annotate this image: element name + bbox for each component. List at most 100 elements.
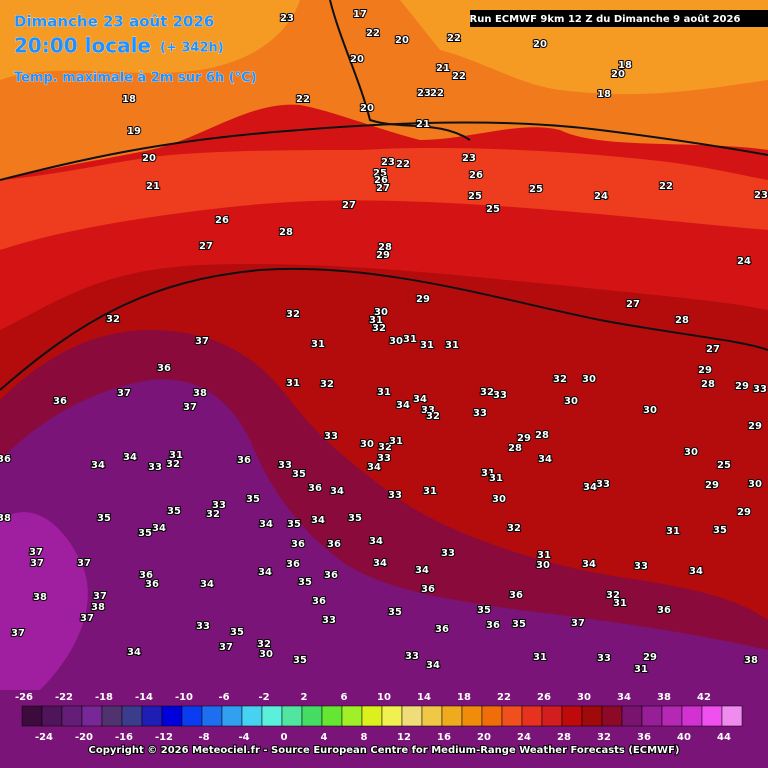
temperature-label: 26: [215, 215, 229, 226]
temperature-label: 21: [146, 181, 160, 192]
temperature-label: 31: [311, 339, 325, 350]
temperature-label: 22: [452, 71, 466, 82]
legend-tick: 16: [437, 732, 451, 743]
legend-tick: 34: [617, 692, 631, 703]
color-swatch: [521, 705, 543, 727]
temperature-label: 21: [416, 119, 430, 130]
legend-tick: -4: [238, 732, 249, 743]
color-scale: [21, 705, 743, 727]
coastline: [329, 0, 471, 141]
legend-tick: -14: [135, 692, 153, 703]
temperature-label: 31: [369, 315, 383, 326]
temperature-label: 29: [376, 250, 390, 261]
temperature-label: 36: [657, 605, 671, 616]
color-swatch: [421, 705, 443, 727]
temperature-label: 27: [342, 200, 356, 211]
temperature-label: 27: [626, 299, 640, 310]
temperature-label: 24: [737, 256, 751, 267]
temperature-label: 33: [753, 384, 767, 395]
color-swatch: [341, 705, 363, 727]
temperature-label: 35: [477, 605, 491, 616]
temperature-label: 34: [259, 519, 273, 530]
temperature-label: 36: [145, 579, 159, 590]
temperature-label: 24: [594, 191, 608, 202]
temperature-label: 35: [167, 506, 181, 517]
temperature-label: 34: [689, 566, 703, 577]
color-swatch: [481, 705, 503, 727]
temperature-label: 30: [389, 336, 403, 347]
legend-tick: -18: [95, 692, 113, 703]
color-swatch: [81, 705, 103, 727]
temperature-label: 31: [445, 340, 459, 351]
color-swatch: [441, 705, 463, 727]
temperature-label: 20: [360, 103, 374, 114]
color-swatch: [701, 705, 723, 727]
temperature-label: 32: [320, 379, 334, 390]
temperature-label: 34: [373, 558, 387, 569]
temperature-label: 25: [373, 168, 387, 179]
temperature-label: 22: [659, 181, 673, 192]
temperature-label: 31: [533, 652, 547, 663]
legend-tick: -24: [35, 732, 53, 743]
temperature-label: 31: [377, 387, 391, 398]
color-swatch: [41, 705, 63, 727]
temperature-label: 34: [538, 454, 552, 465]
run-box: [470, 10, 768, 27]
temperature-label: 31: [634, 664, 648, 675]
copyright: Copyright © 2026 Meteociel.fr - Source E…: [89, 745, 680, 756]
temperature-label: 29: [705, 480, 719, 491]
temperature-label: 32: [378, 442, 392, 453]
temperature-label: 25: [717, 460, 731, 471]
color-swatch: [681, 705, 703, 727]
legend-tick: -12: [155, 732, 173, 743]
temperature-label: 28: [279, 227, 293, 238]
temperature-label: 31: [481, 468, 495, 479]
temperature-label: 20: [533, 39, 547, 50]
temperature-label: 37: [29, 547, 43, 558]
temperature-label: 32: [106, 314, 120, 325]
temperature-label: 37: [571, 618, 585, 629]
temperature-label: 37: [80, 613, 94, 624]
temperature-label: 35: [292, 469, 306, 480]
temperature-label: 27: [199, 241, 213, 252]
temperature-label: 22: [430, 88, 444, 99]
legend-tick: 8: [361, 732, 368, 743]
legend-tick: 28: [557, 732, 571, 743]
temperature-label: 37: [219, 642, 233, 653]
temperature-label: 35: [246, 494, 260, 505]
temperature-label: 30: [536, 560, 550, 571]
temperature-label: 38: [33, 592, 47, 603]
temperature-label: 33: [148, 462, 162, 473]
isotherm: [0, 121, 768, 181]
temperature-label: 18: [618, 60, 632, 71]
legend-tick: -10: [175, 692, 193, 703]
legend-tick: 2: [301, 692, 308, 703]
temperature-label: 33: [596, 479, 610, 490]
temperature-label: 29: [735, 381, 749, 392]
temperature-label: 34: [396, 400, 410, 411]
legend-tick: 44: [717, 732, 731, 743]
temperature-label: 35: [230, 627, 244, 638]
color-swatch: [201, 705, 223, 727]
temperature-label: 25: [529, 184, 543, 195]
temperature-label: 35: [293, 655, 307, 666]
color-swatch: [101, 705, 123, 727]
temperature-label: 29: [416, 294, 430, 305]
temperature-label: 33: [388, 490, 402, 501]
temperature-label: 20: [395, 35, 409, 46]
temperature-label: 36: [291, 539, 305, 550]
legend-tick: 36: [637, 732, 651, 743]
temperature-label: 36: [286, 559, 300, 570]
color-swatch: [581, 705, 603, 727]
temperature-label: 36: [509, 590, 523, 601]
temperature-label: 30: [582, 374, 596, 385]
color-swatch: [721, 705, 743, 727]
temperature-label: 29: [517, 433, 531, 444]
color-swatch: [661, 705, 683, 727]
temperature-label: 36: [0, 454, 11, 465]
temperature-label: 20: [142, 153, 156, 164]
temperature-label: 35: [97, 513, 111, 524]
temperature-label: 31: [169, 450, 183, 461]
